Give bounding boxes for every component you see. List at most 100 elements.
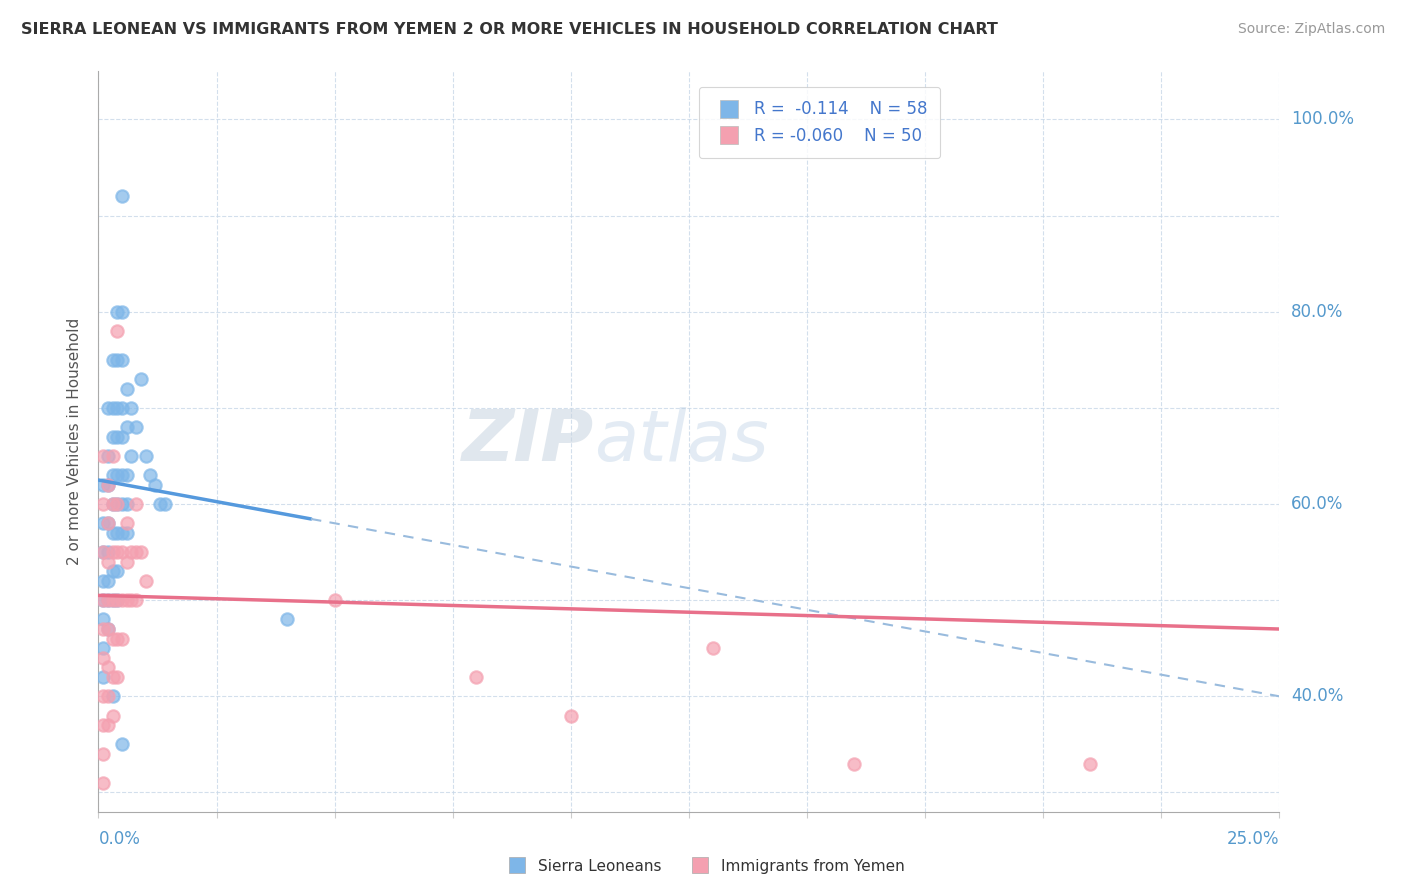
Point: [97, 593, 120, 607]
Point: [97, 690, 120, 704]
Point: [115, 593, 138, 607]
Point: [1080, 756, 1102, 771]
Point: [97, 478, 120, 492]
Point: [115, 516, 138, 531]
Point: [97, 555, 120, 569]
Point: [121, 545, 143, 559]
Point: [143, 478, 166, 492]
Point: [91, 574, 114, 588]
Text: atlas: atlas: [595, 407, 769, 476]
Point: [111, 593, 134, 607]
Point: [111, 525, 134, 540]
Point: [101, 525, 124, 540]
Text: 25.0%: 25.0%: [1227, 830, 1279, 848]
Point: [91, 670, 114, 684]
Point: [149, 497, 172, 511]
Point: [101, 690, 124, 704]
Point: [97, 718, 120, 732]
Point: [97, 516, 120, 531]
Y-axis label: 2 or more Vehicles in Household: 2 or more Vehicles in Household: [67, 318, 83, 566]
Point: [111, 632, 134, 646]
Point: [105, 565, 128, 579]
Point: [97, 478, 120, 492]
Point: [111, 401, 134, 415]
Point: [97, 622, 120, 636]
Point: [97, 401, 120, 415]
Point: [91, 651, 114, 665]
Point: [560, 708, 582, 723]
Point: [101, 430, 124, 444]
Point: [115, 382, 138, 396]
Point: [702, 641, 724, 656]
Point: [153, 497, 176, 511]
Point: [115, 420, 138, 434]
Point: [101, 593, 124, 607]
Point: [129, 372, 152, 386]
Point: [135, 449, 157, 463]
Point: [97, 545, 120, 559]
Point: [105, 593, 128, 607]
Point: [91, 449, 114, 463]
Point: [91, 612, 114, 626]
Point: [101, 565, 124, 579]
Point: [91, 622, 114, 636]
Text: 40.0%: 40.0%: [1291, 688, 1344, 706]
Text: 60.0%: 60.0%: [1291, 495, 1344, 513]
Point: [105, 324, 128, 338]
Text: 80.0%: 80.0%: [1291, 302, 1344, 321]
Point: [101, 545, 124, 559]
Point: [465, 670, 488, 684]
Point: [91, 545, 114, 559]
Point: [135, 574, 157, 588]
Point: [101, 401, 124, 415]
Point: [121, 593, 143, 607]
Point: [125, 593, 148, 607]
Point: [105, 468, 128, 483]
Legend: R =  -0.114    N = 58, R = -0.060    N = 50: R = -0.114 N = 58, R = -0.060 N = 50: [699, 87, 941, 158]
Point: [111, 352, 134, 367]
Point: [105, 352, 128, 367]
Point: [91, 690, 114, 704]
Point: [121, 401, 143, 415]
Point: [91, 593, 114, 607]
Point: [91, 641, 114, 656]
Point: [115, 468, 138, 483]
Point: [101, 497, 124, 511]
Point: [101, 449, 124, 463]
Point: [101, 708, 124, 723]
Point: [97, 516, 120, 531]
Point: [139, 468, 162, 483]
Point: [111, 497, 134, 511]
Point: [111, 545, 134, 559]
Point: [276, 612, 298, 626]
Point: [121, 449, 143, 463]
Point: [111, 189, 134, 203]
Point: [115, 525, 138, 540]
Point: [91, 497, 114, 511]
Point: [101, 632, 124, 646]
Text: ZIP: ZIP: [463, 407, 595, 476]
Point: [97, 574, 120, 588]
Point: [91, 516, 114, 531]
Point: [91, 747, 114, 761]
Point: [91, 776, 114, 790]
Point: [105, 430, 128, 444]
Point: [105, 545, 128, 559]
Point: [125, 545, 148, 559]
Point: [115, 555, 138, 569]
Point: [111, 738, 134, 752]
Point: [115, 497, 138, 511]
Point: [91, 545, 114, 559]
Point: [125, 420, 148, 434]
Point: [105, 497, 128, 511]
Point: [105, 593, 128, 607]
Point: [97, 593, 120, 607]
Point: [91, 718, 114, 732]
Point: [105, 304, 128, 318]
Point: [101, 670, 124, 684]
Point: [129, 545, 152, 559]
Point: [97, 660, 120, 674]
Text: 100.0%: 100.0%: [1291, 111, 1354, 128]
Point: [97, 622, 120, 636]
Legend: Sierra Leoneans, Immigrants from Yemen: Sierra Leoneans, Immigrants from Yemen: [495, 853, 911, 880]
